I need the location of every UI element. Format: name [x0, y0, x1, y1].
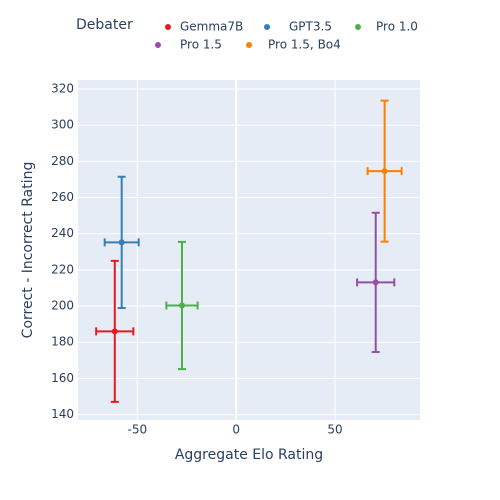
legend-label: Gemma7B [180, 20, 243, 34]
point [381, 168, 388, 175]
point [372, 279, 379, 286]
y-tick-label: 180 [51, 335, 74, 349]
legend-label: Pro 1.5, Bo4 [268, 38, 341, 52]
y-tick-label: 160 [51, 371, 74, 385]
legend-label: Pro 1.0 [376, 20, 418, 34]
x-tick-label: 50 [327, 423, 342, 437]
legend-marker [264, 24, 270, 30]
y-tick-label: 280 [51, 154, 74, 168]
legend-label: Pro 1.5 [180, 38, 222, 52]
point [118, 239, 125, 246]
plot-area [78, 80, 420, 420]
x-tick-label: 0 [232, 423, 240, 437]
y-tick-label: 240 [51, 226, 74, 240]
legend-marker [355, 24, 361, 30]
legend-label: GPT3.5 [289, 20, 332, 34]
point [178, 302, 185, 309]
legend-marker [165, 24, 171, 30]
legend-marker [155, 42, 161, 48]
legend-marker [246, 42, 252, 48]
y-tick-label: 140 [51, 407, 74, 421]
legend-title: Debater [76, 17, 133, 33]
x-tick-label: -50 [128, 423, 148, 437]
y-tick-label: 320 [51, 82, 74, 96]
point [111, 328, 118, 335]
y-tick-label: 300 [51, 118, 74, 132]
y-axis-label: Correct - Incorrect Rating [20, 162, 36, 339]
y-tick-label: 220 [51, 262, 74, 276]
y-tick-label: 200 [51, 299, 74, 313]
y-tick-label: 260 [51, 190, 74, 204]
x-axis-label: Aggregate Elo Rating [175, 447, 323, 463]
